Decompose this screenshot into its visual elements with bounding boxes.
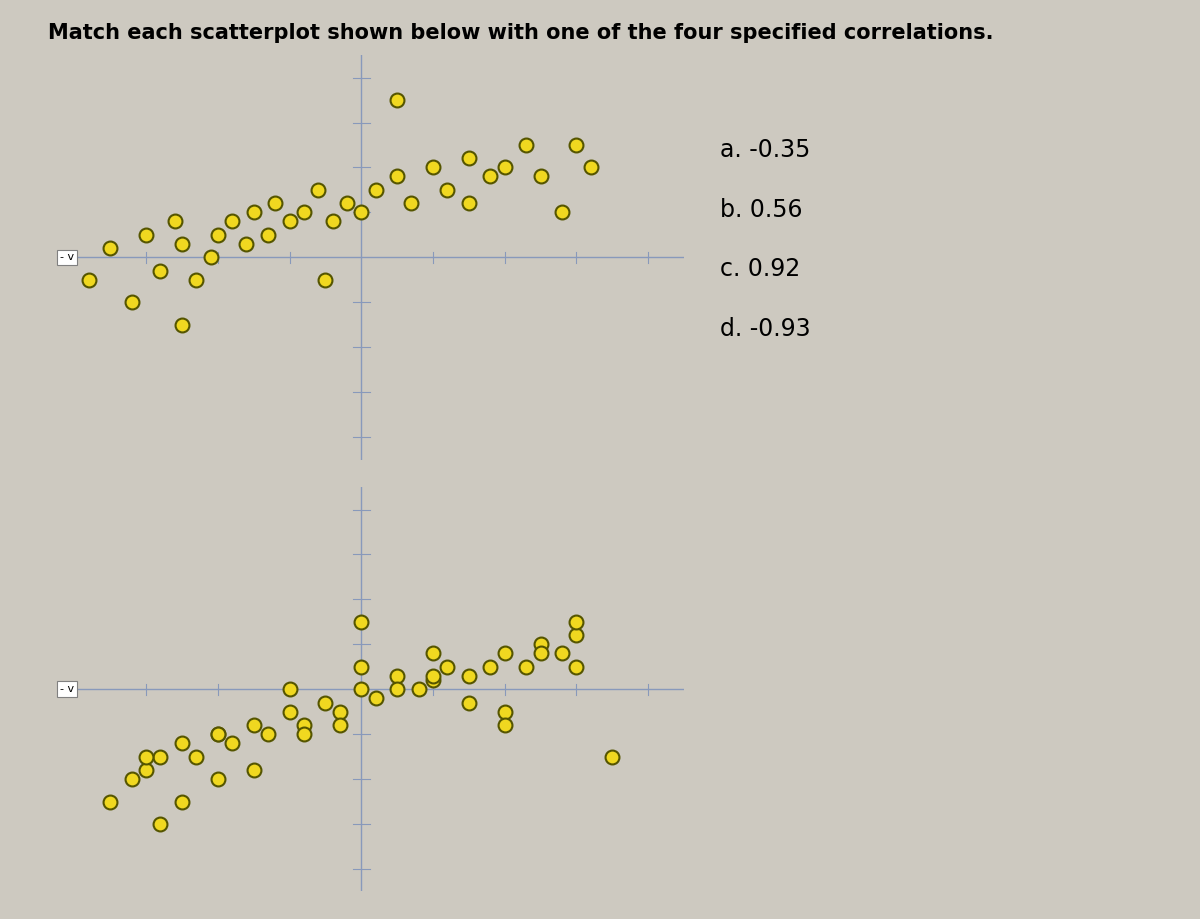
- Point: [308, 183, 328, 198]
- Point: [280, 704, 299, 719]
- Point: [481, 660, 500, 675]
- Point: [496, 718, 515, 732]
- Point: [566, 615, 586, 630]
- Point: [244, 763, 263, 777]
- Point: [552, 205, 571, 220]
- Point: [222, 214, 241, 229]
- Point: [79, 272, 98, 287]
- Point: [481, 169, 500, 184]
- Point: [517, 138, 536, 153]
- Point: [366, 691, 385, 706]
- Point: [173, 317, 192, 332]
- Point: [460, 696, 479, 710]
- Point: [222, 736, 241, 751]
- Point: [122, 295, 142, 310]
- Point: [137, 749, 156, 764]
- Point: [424, 160, 443, 175]
- Point: [236, 236, 256, 251]
- Point: [208, 772, 227, 787]
- Point: [424, 673, 443, 687]
- Point: [173, 736, 192, 751]
- Point: [352, 205, 371, 220]
- Point: [438, 183, 457, 198]
- Point: [388, 682, 407, 697]
- Point: [208, 727, 227, 742]
- Text: Match each scatterplot shown below with one of the four specified correlations.: Match each scatterplot shown below with …: [48, 23, 994, 43]
- Point: [323, 214, 342, 229]
- Point: [460, 668, 479, 683]
- Point: [122, 772, 142, 787]
- Text: b. 0.56: b. 0.56: [720, 198, 803, 221]
- Point: [316, 696, 335, 710]
- Point: [187, 272, 206, 287]
- Point: [280, 214, 299, 229]
- Point: [151, 817, 170, 832]
- Point: [208, 228, 227, 243]
- Point: [265, 196, 284, 210]
- Point: [337, 196, 356, 210]
- Point: [496, 646, 515, 661]
- Point: [208, 727, 227, 742]
- Point: [151, 749, 170, 764]
- Point: [244, 205, 263, 220]
- Point: [294, 727, 313, 742]
- Point: [258, 228, 277, 243]
- Point: [101, 794, 120, 809]
- Point: [294, 205, 313, 220]
- Point: [388, 93, 407, 108]
- Point: [530, 637, 550, 652]
- Point: [330, 704, 349, 719]
- Text: d. -0.93: d. -0.93: [720, 317, 811, 341]
- Point: [438, 660, 457, 675]
- Point: [173, 236, 192, 251]
- Point: [424, 646, 443, 661]
- Point: [137, 763, 156, 777]
- Point: [258, 727, 277, 742]
- Point: [352, 682, 371, 697]
- Point: [409, 682, 428, 697]
- Point: [352, 615, 371, 630]
- Point: [566, 628, 586, 642]
- Point: [101, 241, 120, 255]
- Point: [137, 228, 156, 243]
- Point: [460, 196, 479, 210]
- Point: [316, 272, 335, 287]
- Point: [402, 196, 421, 210]
- Point: [496, 704, 515, 719]
- Point: [388, 169, 407, 184]
- Point: [602, 749, 622, 764]
- Point: [552, 646, 571, 661]
- Point: [244, 718, 263, 732]
- Point: [330, 718, 349, 732]
- Text: - v: - v: [60, 685, 74, 694]
- Point: [460, 151, 479, 165]
- Point: [280, 682, 299, 697]
- Text: c. 0.92: c. 0.92: [720, 257, 800, 281]
- Text: - v: - v: [60, 253, 74, 262]
- Point: [352, 660, 371, 675]
- Point: [366, 183, 385, 198]
- Point: [566, 660, 586, 675]
- Point: [166, 214, 185, 229]
- Point: [530, 646, 550, 661]
- Point: [530, 169, 550, 184]
- Point: [202, 250, 221, 265]
- Point: [173, 794, 192, 809]
- Point: [581, 160, 600, 175]
- Point: [151, 264, 170, 278]
- Point: [566, 138, 586, 153]
- Point: [496, 160, 515, 175]
- Point: [424, 668, 443, 683]
- Point: [187, 749, 206, 764]
- Text: a. -0.35: a. -0.35: [720, 138, 810, 162]
- Point: [517, 660, 536, 675]
- Point: [294, 718, 313, 732]
- Point: [388, 668, 407, 683]
